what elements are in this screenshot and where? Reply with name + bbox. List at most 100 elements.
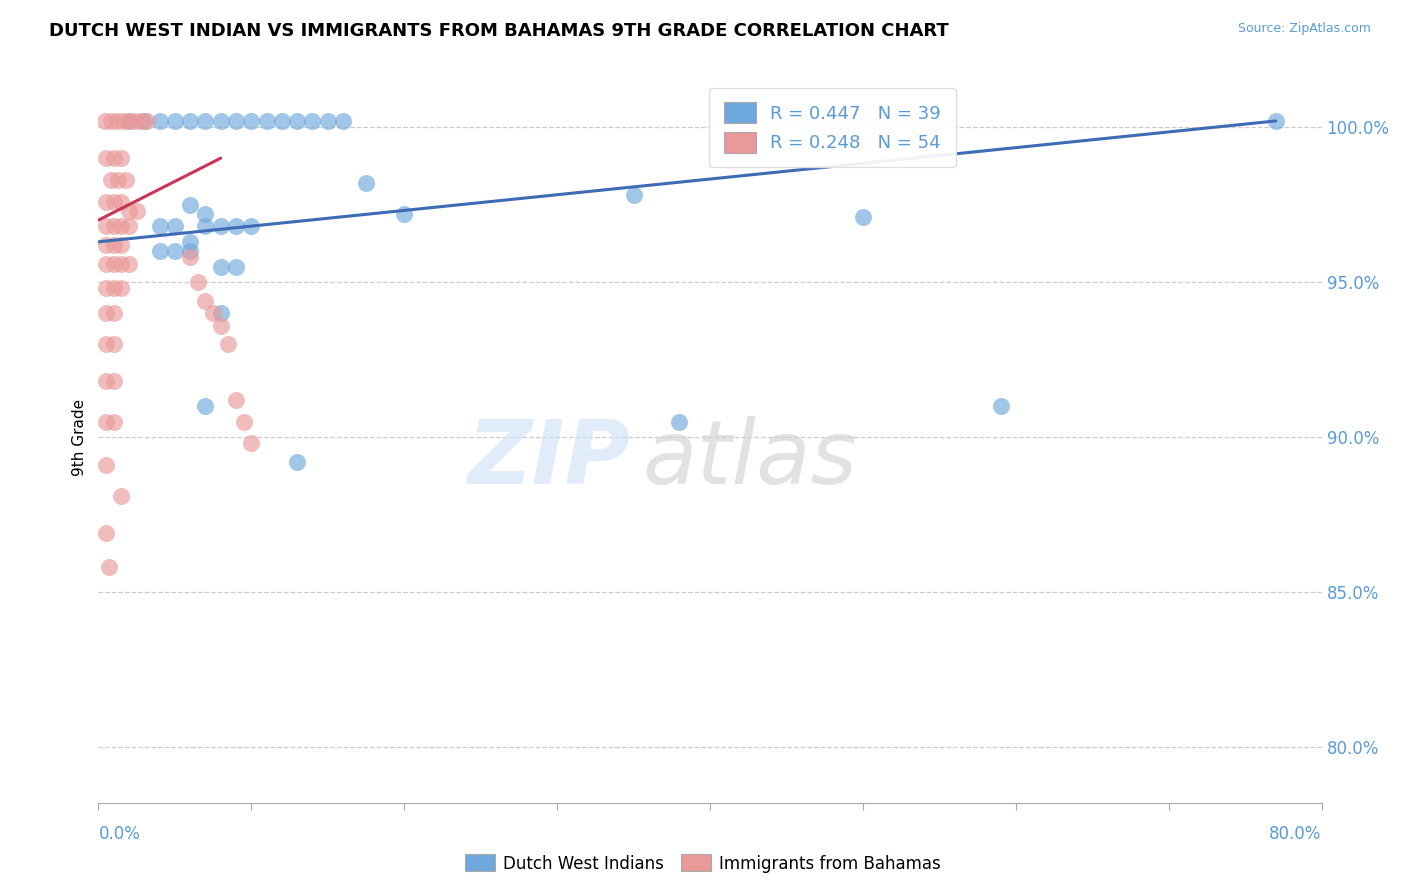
Point [94,306,117,320]
Point [94,337,117,351]
Legend: Dutch West Indians, Immigrants from Bahamas: Dutch West Indians, Immigrants from Baha… [458,847,948,880]
Point [209,114,232,128]
Point [202,306,225,320]
Point [225,114,247,128]
Point [217,337,239,351]
Point [194,219,217,234]
Point [118,114,141,128]
Point [668,415,690,429]
Legend: R = 0.447   N = 39, R = 0.248   N = 54: R = 0.447 N = 39, R = 0.248 N = 54 [709,87,956,168]
Point [103,281,125,295]
Point [94,281,117,295]
Point [103,238,125,252]
Point [209,219,232,234]
Point [354,176,377,190]
Point [111,114,134,128]
Point [98,560,121,574]
Point [232,415,254,429]
Point [118,219,141,234]
Point [118,203,141,218]
Point [110,256,132,270]
Point [163,219,186,234]
Point [103,256,125,270]
Point [285,455,308,469]
Point [110,489,132,503]
Point [1264,114,1286,128]
Point [94,219,117,234]
Point [270,114,292,128]
Point [179,114,201,128]
Point [94,238,117,252]
Point [129,114,152,128]
Point [124,114,146,128]
Point [179,250,201,264]
Text: atlas: atlas [643,416,858,502]
Point [240,219,263,234]
Point [194,114,217,128]
Point [100,173,122,187]
Text: Source: ZipAtlas.com: Source: ZipAtlas.com [1237,22,1371,36]
Point [110,281,132,295]
Point [107,173,129,187]
Point [194,293,217,308]
Text: 0.0%: 0.0% [98,825,141,843]
Point [103,194,125,209]
Point [623,188,645,202]
Point [163,114,186,128]
Point [136,114,159,128]
Point [852,210,875,224]
Point [240,114,263,128]
Point [103,337,125,351]
Point [94,458,117,472]
Point [94,526,117,541]
Point [301,114,323,128]
Point [194,399,217,413]
Point [316,114,339,128]
Point [149,219,172,234]
Point [100,114,122,128]
Point [194,207,217,221]
Point [256,114,278,128]
Point [225,392,247,407]
Point [332,114,354,128]
Point [94,151,117,165]
Point [209,318,232,333]
Point [125,203,148,218]
Text: DUTCH WEST INDIAN VS IMMIGRANTS FROM BAHAMAS 9TH GRADE CORRELATION CHART: DUTCH WEST INDIAN VS IMMIGRANTS FROM BAH… [49,22,949,40]
Text: 80.0%: 80.0% [1270,825,1322,843]
Point [93,114,115,128]
Point [179,244,201,259]
Point [110,151,132,165]
Y-axis label: 9th Grade: 9th Grade [72,399,87,475]
Point [105,114,128,128]
Point [103,415,125,429]
Point [115,173,138,187]
Point [187,275,209,289]
Point [103,306,125,320]
Point [209,260,232,274]
Point [149,244,172,259]
Text: ZIP: ZIP [468,416,630,502]
Point [225,219,247,234]
Point [225,260,247,274]
Point [110,238,132,252]
Point [110,194,132,209]
Point [94,415,117,429]
Point [285,114,308,128]
Point [134,114,156,128]
Point [163,244,186,259]
Point [149,114,172,128]
Point [392,207,416,221]
Point [94,374,117,388]
Point [103,219,125,234]
Point [990,399,1012,413]
Point [103,151,125,165]
Point [118,256,141,270]
Point [240,436,263,450]
Point [179,235,201,249]
Point [179,197,201,211]
Point [94,256,117,270]
Point [103,374,125,388]
Point [209,306,232,320]
Point [110,219,132,234]
